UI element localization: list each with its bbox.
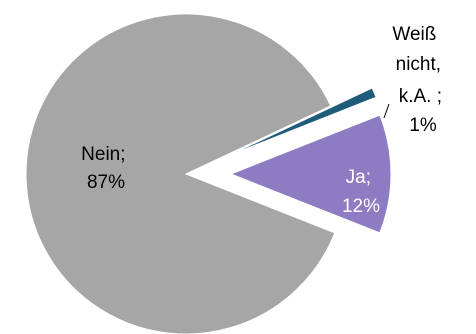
label-ja: Ja; 12% xyxy=(342,167,380,217)
pie-slice-nein xyxy=(25,13,336,334)
leader-line-weiss-nicht xyxy=(383,103,390,119)
label-weiss-nicht-ka: Weiß nicht, k.A. ; 1% xyxy=(392,24,447,136)
label-nein: Nein; 87% xyxy=(81,144,131,193)
pie-slice-ja xyxy=(229,114,392,234)
pie-slice-weiss-nicht-ka xyxy=(227,87,377,157)
